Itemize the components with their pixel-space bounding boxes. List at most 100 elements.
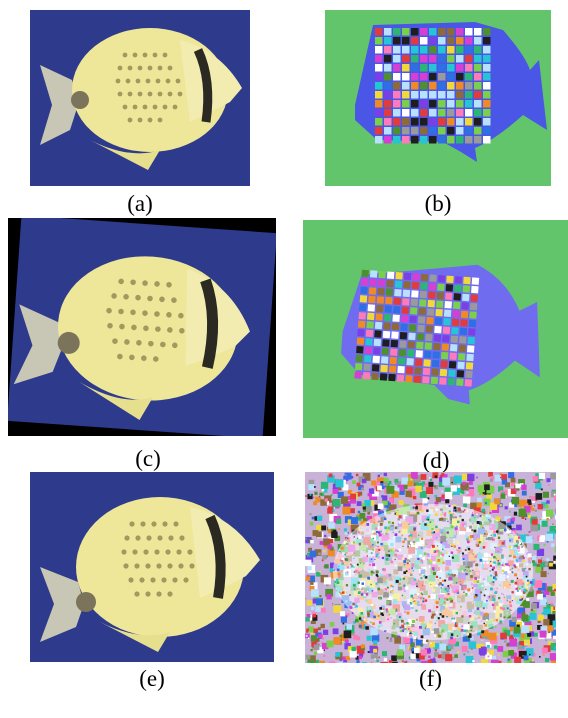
noise-pixel bbox=[370, 621, 372, 624]
checker-cell bbox=[414, 358, 423, 367]
noise-pixel bbox=[305, 634, 308, 637]
noise-pixel bbox=[462, 558, 465, 560]
noise-pixel bbox=[476, 521, 480, 524]
noise-pixel bbox=[429, 478, 433, 481]
checker-cell bbox=[474, 37, 482, 45]
noise-pixel bbox=[428, 609, 432, 613]
noise-pixel bbox=[462, 586, 466, 590]
noise-pixel bbox=[373, 615, 376, 619]
noise-pixel bbox=[425, 543, 428, 545]
noise-pixel bbox=[522, 582, 525, 585]
checker-cell bbox=[465, 82, 473, 90]
noise-pixel bbox=[340, 592, 343, 595]
noise-pixel bbox=[388, 550, 390, 552]
noise-pixel bbox=[469, 633, 472, 636]
noise-pixel bbox=[367, 614, 370, 618]
noise-pixel bbox=[513, 626, 521, 634]
noise-pixel bbox=[310, 582, 318, 589]
noise-pixel bbox=[422, 498, 428, 504]
noise-pixel bbox=[385, 558, 389, 561]
noise-pixel bbox=[411, 647, 417, 653]
noise-pixel bbox=[428, 595, 431, 598]
noise-pixel bbox=[504, 640, 507, 643]
noise-pixel bbox=[397, 517, 400, 521]
checker-cell bbox=[451, 318, 460, 327]
checker-cell bbox=[437, 283, 445, 291]
noise-pixel bbox=[537, 625, 542, 630]
checker-cell bbox=[393, 91, 401, 99]
noise-pixel bbox=[357, 581, 360, 584]
noise-pixel bbox=[447, 645, 451, 649]
noise-pixel bbox=[435, 525, 438, 528]
checker-cell bbox=[418, 307, 426, 316]
noise-pixel bbox=[306, 614, 311, 618]
noise-pixel bbox=[372, 537, 375, 540]
noise-pixel bbox=[489, 520, 492, 523]
noise-pixel bbox=[462, 634, 471, 642]
noise-pixel bbox=[486, 533, 488, 536]
noise-pixel bbox=[479, 521, 482, 525]
noise-pixel bbox=[358, 624, 362, 628]
checker-cell bbox=[438, 127, 446, 135]
checker-cell bbox=[456, 136, 464, 144]
checker-cell bbox=[459, 327, 468, 336]
noise-pixel bbox=[455, 589, 459, 593]
checker-cell bbox=[420, 273, 429, 282]
noise-pixel bbox=[475, 594, 478, 597]
noise-pixel bbox=[376, 541, 379, 544]
noise-pixel bbox=[376, 526, 380, 530]
noise-pixel bbox=[358, 574, 362, 578]
noise-pixel bbox=[342, 506, 351, 515]
noise-pixel bbox=[494, 577, 497, 581]
noise-pixel bbox=[501, 549, 503, 551]
noise-pixel bbox=[476, 513, 478, 516]
checker-cell bbox=[465, 73, 473, 81]
noise-pixel bbox=[418, 561, 420, 563]
checker-cell bbox=[375, 64, 383, 72]
noise-pixel bbox=[490, 534, 492, 537]
noise-pixel bbox=[399, 578, 402, 581]
noise-pixel bbox=[416, 505, 418, 508]
checker-cell bbox=[384, 118, 392, 126]
checker-cell bbox=[375, 82, 383, 90]
noise-pixel bbox=[405, 570, 408, 572]
noise-pixel bbox=[555, 602, 556, 606]
noise-pixel bbox=[538, 472, 545, 479]
checker-cell bbox=[465, 370, 473, 379]
noise-pixel bbox=[420, 546, 423, 549]
noise-pixel bbox=[334, 535, 341, 542]
noise-pixel bbox=[346, 613, 350, 617]
noise-pixel bbox=[375, 527, 378, 530]
noise-pixel bbox=[356, 563, 359, 566]
noise-pixel bbox=[353, 571, 356, 573]
noise-pixel bbox=[433, 613, 436, 616]
noise-pixel bbox=[407, 545, 409, 548]
noise-pixel bbox=[448, 555, 450, 557]
noise-pixel bbox=[394, 637, 401, 644]
noise-pixel bbox=[462, 496, 471, 504]
noise-pixel bbox=[491, 659, 499, 663]
noise-pixel bbox=[391, 531, 394, 534]
checker-cell bbox=[363, 363, 371, 372]
checker-cell bbox=[393, 82, 401, 90]
noise-pixel bbox=[528, 531, 531, 533]
checker-cell bbox=[465, 362, 474, 370]
noise-pixel bbox=[368, 563, 372, 566]
checker-cell bbox=[483, 100, 491, 108]
checker-cell bbox=[434, 325, 442, 334]
noise-pixel bbox=[379, 607, 382, 610]
noise-pixel bbox=[372, 544, 374, 546]
noise-pixel bbox=[541, 488, 543, 491]
noise-pixel bbox=[429, 477, 431, 479]
caption-f: (f) bbox=[419, 666, 442, 691]
checker-cell bbox=[465, 37, 473, 45]
noise-pixel bbox=[461, 625, 464, 628]
noise-pixel bbox=[499, 473, 502, 476]
checker-cell bbox=[384, 136, 392, 144]
noise-pixel bbox=[476, 580, 479, 583]
noise-pixel bbox=[551, 660, 556, 663]
checker-cell bbox=[420, 64, 428, 72]
noise-pixel bbox=[528, 567, 531, 571]
noise-pixel bbox=[523, 499, 529, 505]
noise-pixel bbox=[421, 593, 424, 596]
